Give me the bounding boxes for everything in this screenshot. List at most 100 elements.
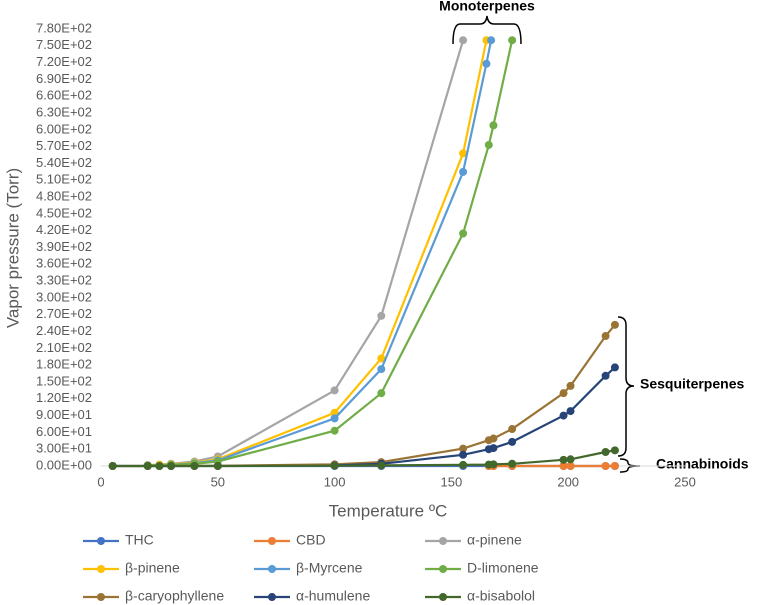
data-point	[601, 332, 610, 341]
data-point	[377, 461, 386, 470]
y-tick-label: 2.10E+02	[36, 340, 92, 355]
data-point	[213, 462, 222, 470]
y-tick-label: 4.50E+02	[36, 205, 92, 220]
data-point	[489, 121, 498, 130]
data-point	[482, 59, 491, 68]
data-point	[610, 446, 619, 455]
legend-label: D-limonene	[467, 560, 539, 576]
data-point	[167, 462, 176, 470]
y-tick-label: 3.30E+02	[36, 273, 92, 288]
legend-label: β-caryophyllene	[125, 588, 224, 604]
y-tick-label: 6.00E+01	[36, 424, 92, 439]
legend-label: α-bisabolol	[467, 588, 535, 604]
data-point	[508, 425, 517, 434]
data-point	[508, 459, 517, 468]
x-tick-label: 200	[557, 474, 579, 489]
series-line	[147, 39, 493, 467]
legend-label: CBD	[296, 532, 326, 548]
y-tick-label: 1.80E+02	[36, 357, 92, 372]
data-point	[143, 462, 152, 470]
data-point	[108, 462, 117, 470]
y-tick-label: 2.70E+02	[36, 306, 92, 321]
legend-label: β-Myrcene	[296, 560, 363, 576]
data-point	[508, 36, 517, 45]
data-point	[330, 386, 339, 395]
x-tick-label: 0	[97, 474, 104, 489]
data-point	[459, 444, 468, 453]
legend-label: β-pinene	[125, 560, 180, 576]
data-point	[610, 462, 619, 470]
data-point	[459, 167, 468, 176]
data-point	[330, 426, 339, 435]
data-point	[155, 462, 164, 470]
legend-marker	[439, 565, 447, 573]
series-line	[147, 39, 465, 467]
y-tick-label: 6.60E+02	[36, 88, 92, 103]
brace	[617, 316, 635, 457]
data-point	[559, 462, 568, 470]
y-tick-label: 5.70E+02	[36, 138, 92, 153]
data-point	[601, 462, 610, 470]
data-point	[566, 462, 575, 470]
brace	[452, 15, 522, 45]
legend-marker	[439, 593, 447, 601]
legend-marker	[97, 565, 105, 573]
data-point	[601, 447, 610, 456]
x-tick-label: 50	[211, 474, 225, 489]
legend-marker	[97, 593, 105, 601]
annotation: Sesquiterpenes	[640, 376, 744, 392]
data-point	[489, 444, 498, 453]
y-axis-title: Vapor pressure (Torr)	[3, 168, 22, 328]
data-point	[566, 455, 575, 464]
data-point	[489, 434, 498, 443]
y-tick-label: 5.10E+02	[36, 172, 92, 187]
y-tick-label: 0.00E+00	[36, 457, 92, 472]
legend-marker	[439, 537, 447, 545]
data-point	[566, 381, 575, 390]
legend-label: THC	[125, 532, 154, 548]
data-point	[559, 455, 568, 464]
data-point	[610, 320, 619, 329]
y-tick-label: 7.50E+02	[36, 37, 92, 52]
series-line	[147, 39, 488, 467]
y-tick-label: 6.90E+02	[36, 71, 92, 86]
data-point	[377, 354, 386, 363]
y-tick-label: 2.40E+02	[36, 323, 92, 338]
data-point	[330, 414, 339, 423]
data-point	[190, 462, 199, 470]
x-axis-title: Temperature ºC	[329, 501, 448, 520]
legend-marker	[268, 537, 276, 545]
annotation: Cannabinoids	[656, 456, 749, 472]
y-tick-label: 9.00E+01	[36, 407, 92, 422]
y-tick-label: 3.00E+02	[36, 289, 92, 304]
y-tick-label: 6.30E+02	[36, 104, 92, 119]
data-point	[559, 389, 568, 398]
annotation: Monoterpenes	[439, 0, 535, 14]
series-line	[112, 324, 616, 468]
legend-marker	[97, 537, 105, 545]
data-point	[459, 36, 468, 45]
legend-label: α-pinene	[467, 532, 522, 548]
legend-marker	[268, 565, 276, 573]
y-tick-label: 1.50E+02	[36, 373, 92, 388]
data-point	[559, 411, 568, 420]
y-tick-label: 7.20E+02	[36, 54, 92, 69]
y-tick-label: 7.80E+02	[36, 20, 92, 35]
y-tick-label: 5.40E+02	[36, 155, 92, 170]
series-line	[334, 366, 616, 467]
data-point	[459, 460, 468, 469]
y-tick-label: 6.00E+02	[36, 121, 92, 136]
data-point	[601, 371, 610, 380]
data-point	[377, 365, 386, 374]
y-tick-label: 3.60E+02	[36, 256, 92, 271]
series-line	[147, 39, 514, 467]
legend-marker	[268, 593, 276, 601]
data-point	[377, 311, 386, 320]
y-tick-label: 3.00E+01	[36, 441, 92, 456]
data-point	[459, 149, 468, 158]
y-tick-label: 3.90E+02	[36, 239, 92, 254]
data-point	[459, 229, 468, 238]
legend-label: α-humulene	[296, 588, 370, 604]
y-tick-label: 4.20E+02	[36, 222, 92, 237]
